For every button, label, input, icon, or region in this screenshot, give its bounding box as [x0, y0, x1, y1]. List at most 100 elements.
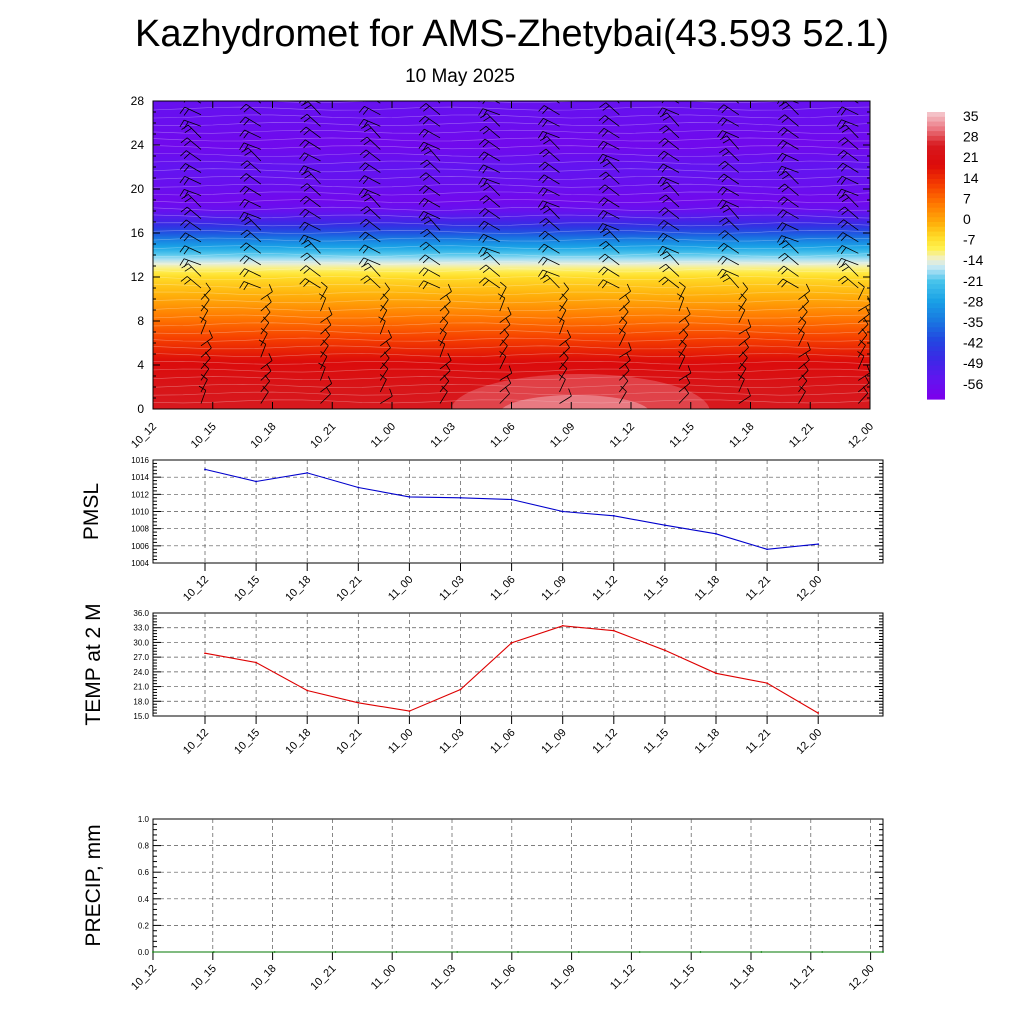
wind-barb	[439, 363, 451, 381]
wind-barb	[300, 252, 321, 266]
wind-barb	[558, 374, 566, 393]
wind-barb	[659, 251, 680, 266]
contour-line	[153, 268, 870, 273]
x-tick-label: 11_15	[668, 963, 698, 993]
wind-barb	[658, 137, 680, 150]
contour-line	[153, 214, 870, 219]
contour-line	[153, 391, 870, 396]
wind-barb	[419, 241, 441, 254]
wind-barb	[777, 209, 799, 220]
colorbar-label: 7	[963, 190, 971, 206]
wind-barb	[718, 230, 740, 243]
y-tick-label: 16	[131, 226, 145, 240]
wind-barb	[777, 196, 799, 208]
wind-barb	[837, 232, 859, 243]
colorbar-label: 14	[963, 170, 979, 186]
x-tick-label: 12_00	[794, 574, 824, 604]
y-tick-label: 20	[131, 182, 145, 196]
wind-barb	[479, 195, 501, 208]
wind-barb	[597, 279, 620, 289]
data-point	[459, 688, 462, 691]
colorbar-label: -21	[963, 273, 983, 289]
wind-barb	[499, 376, 512, 393]
wind-barb	[239, 281, 261, 291]
data-point	[821, 951, 824, 953]
colorbar-swatch	[927, 336, 945, 343]
wind-barb	[419, 254, 441, 266]
colorbar-swatch	[927, 174, 945, 180]
wind-barb	[361, 193, 381, 208]
data-point	[817, 712, 820, 714]
wind-barb	[538, 243, 560, 254]
wind-barb	[361, 124, 381, 139]
wind-barb	[179, 163, 202, 173]
colorbar-swatch	[927, 226, 945, 233]
wind-barb	[918, 363, 925, 381]
colorbar-swatch	[927, 255, 945, 261]
wind-barb	[299, 195, 321, 208]
wind-barb	[538, 269, 560, 279]
data-point	[882, 951, 884, 953]
colorbar-swatch	[927, 317, 945, 324]
wind-barb	[898, 173, 918, 184]
x-tick-label: 11_18	[693, 574, 723, 604]
wind-barb	[200, 362, 210, 381]
wind-barb	[658, 207, 680, 220]
y-tick-label: 1010	[131, 508, 149, 517]
wind-barb	[897, 199, 918, 207]
colorbar-swatch	[927, 178, 945, 185]
wind-barb	[917, 375, 924, 392]
colorbar-swatch	[927, 332, 945, 338]
wind-barb	[597, 140, 620, 150]
wind-barb	[360, 206, 381, 219]
y-tick-label: 4	[137, 358, 144, 372]
data-point	[255, 480, 257, 483]
wind-barb	[418, 128, 441, 139]
wind-barb	[478, 233, 500, 243]
wind-barb	[478, 151, 500, 162]
wind-barb	[299, 221, 321, 231]
colorbar-swatch	[927, 355, 945, 362]
wind-barb	[597, 153, 620, 163]
wind-barb	[598, 127, 620, 139]
colorbar-swatch	[927, 140, 945, 147]
contour-line	[153, 399, 870, 404]
data-point	[204, 652, 206, 655]
contour-line	[153, 199, 870, 203]
colorbar-swatch	[927, 222, 945, 228]
colorbar-swatch	[927, 379, 945, 386]
colorbar-swatch	[927, 298, 945, 304]
chart-title: Kazhydromet for AMS-Zhetybai(43.593 52.1…	[134, 13, 890, 55]
colorbar-label: 21	[963, 149, 979, 165]
wind-barb	[678, 375, 691, 393]
wind-barb	[597, 223, 620, 233]
wind-barb	[239, 268, 261, 278]
colorbar-label: -14	[963, 252, 983, 268]
wind-barb	[499, 386, 510, 404]
contour-line	[153, 345, 870, 350]
wind-barb	[320, 317, 332, 335]
precip-panel: 0.0 0.2 0.4 0.6 0.8 1.0 10_12 10_15 10_18 10_21 11…	[82, 815, 884, 993]
x-tick-label: 11_06	[488, 963, 518, 993]
wind-barb	[836, 106, 859, 116]
contour-line	[153, 337, 870, 342]
wind-barb	[898, 243, 918, 254]
wind-barb	[738, 388, 751, 404]
wind-barb	[559, 329, 572, 347]
wind-barb	[738, 340, 749, 358]
data-point	[577, 951, 580, 953]
wind-barb	[363, 101, 381, 104]
wind-barb	[837, 219, 859, 231]
colorbar-swatch	[927, 135, 945, 142]
wind-barb	[439, 353, 452, 370]
colorbar-swatch	[927, 116, 945, 123]
y-tick-label: 36.0	[133, 609, 149, 618]
wind-barb	[499, 306, 512, 323]
wind-barb	[898, 104, 918, 115]
wind-barb	[619, 294, 630, 312]
wind-barb	[299, 208, 321, 220]
wind-barb	[418, 211, 441, 220]
wind-barb	[301, 239, 321, 254]
wind-barb	[439, 284, 452, 300]
